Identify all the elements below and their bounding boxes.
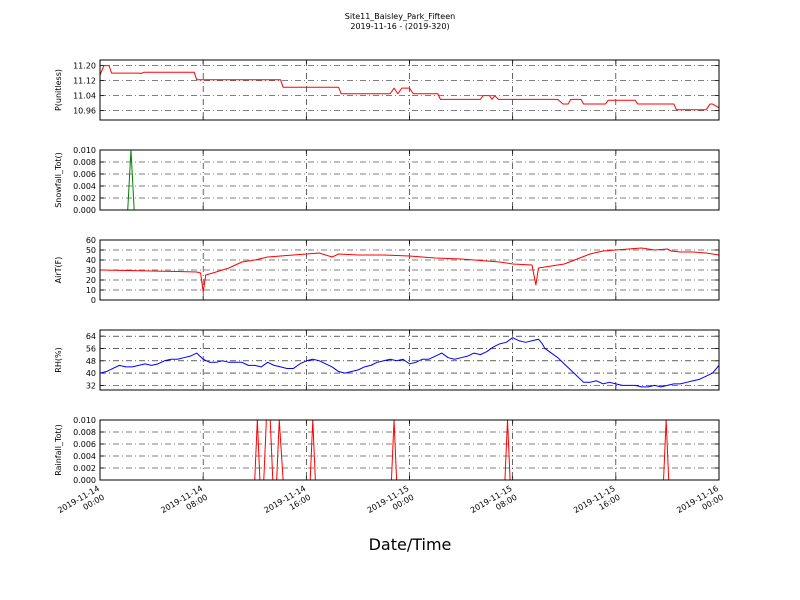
panel-0-ylabel: P(unitless) [54, 69, 63, 111]
chart-title: Site11_Baisley_Park_Fifteen [345, 12, 455, 21]
panel-2-ytick-label-1: 10 [86, 286, 96, 295]
panel-4-ytick-label-1: 0.002 [73, 464, 96, 473]
x-axis-label: Date/Time [369, 535, 452, 554]
x-tick-label-1: 2019-11-1408:00 [159, 484, 209, 524]
x-tick-label-3: 2019-11-1500:00 [366, 484, 416, 524]
panel-1: 0.000 0.002 0.004 0.006 0.008 0.010 Snowfall_T… [54, 146, 720, 215]
panel-0-series-line [99, 65, 720, 111]
panel-1-ylabel: Snowfall_Tot() [54, 152, 63, 208]
panel-0-ytick-label-3: 11.20 [73, 62, 96, 71]
panel-3-ytick-label-1: 40 [86, 369, 96, 378]
panel-2-ytick-label-2: 20 [86, 276, 96, 285]
panel-3-ytick-label-0: 32 [86, 381, 96, 390]
panel-4-ytick-label-5: 0.010 [73, 416, 96, 425]
panel-4-ytick-label-0: 0.000 [73, 476, 96, 485]
panel-1-ytick-label-0: 0.000 [73, 206, 96, 215]
panel-4-frame [99, 419, 720, 481]
panel-0-ytick-label-0: 10.96 [73, 107, 96, 116]
panel-1-ytick-label-4: 0.008 [73, 158, 96, 167]
panel-0-ytick-label-2: 11.12 [73, 77, 96, 86]
panel-3-frame [99, 329, 720, 391]
panel-3-ytick-label-3: 56 [86, 344, 96, 353]
x-tick-label-5: 2019-11-1516:00 [572, 484, 622, 524]
x-tick-label-2: 2019-11-1416:00 [263, 484, 313, 524]
panel-2-ytick-label-3: 30 [86, 266, 96, 275]
x-axis-tick-labels: 2019-11-1400:00 2019-11-1408:00 2019-11-14… [56, 484, 725, 524]
panel-2-ytick-label-6: 60 [86, 236, 96, 245]
panel-2-ylabel: AirT(F) [54, 257, 63, 284]
panel-4-ylabel: Rainfall_Tot() [54, 424, 63, 476]
panel-2-series-line [99, 247, 720, 293]
panel-1-ytick-label-5: 0.010 [73, 146, 96, 155]
panel-3: 32 40 48 56 64 RH(%) [54, 329, 720, 391]
panel-1-ytick-label-3: 0.006 [73, 170, 96, 179]
x-tick-label-6: 2019-11-1600:00 [675, 484, 725, 524]
panel-4-ytick-label-2: 0.004 [73, 452, 96, 461]
panel-2-ytick-label-4: 40 [86, 256, 96, 265]
panel-2-ytick-label-0: 0 [91, 296, 96, 305]
panel-3-ytick-label-4: 64 [86, 332, 96, 341]
panel-2-ytick-label-5: 50 [86, 246, 96, 255]
x-tick-label-4: 2019-11-1508:00 [469, 484, 519, 524]
panel-4-ytick-label-3: 0.006 [73, 440, 96, 449]
panel-1-ytick-label-1: 0.002 [73, 194, 96, 203]
panel-0-ytick-label-1: 11.04 [73, 92, 96, 101]
panel-0: 10.96 11.04 11.12 11.20 P(unitless) [54, 59, 720, 121]
panel-3-ylabel: RH(%) [54, 347, 63, 372]
panel-3-ytick-label-2: 48 [86, 357, 96, 366]
panel-2-frame [99, 239, 720, 301]
panel-0-frame [99, 59, 720, 121]
panel-4: 0.000 0.002 0.004 0.006 0.008 0.010 Rainfall_T… [54, 416, 720, 485]
chart-subtitle: 2019-11-16 - (2019-320) [350, 22, 449, 31]
panel-1-ytick-label-2: 0.004 [73, 182, 96, 191]
panel-4-ytick-label-4: 0.008 [73, 428, 96, 437]
x-tick-label-0: 2019-11-1400:00 [56, 484, 106, 524]
panel-1-frame [99, 149, 720, 211]
panel-3-series-line [99, 337, 720, 388]
chart-panels: 10.9611.0411.1211.20P(unitless)0.0000.00… [54, 59, 720, 485]
